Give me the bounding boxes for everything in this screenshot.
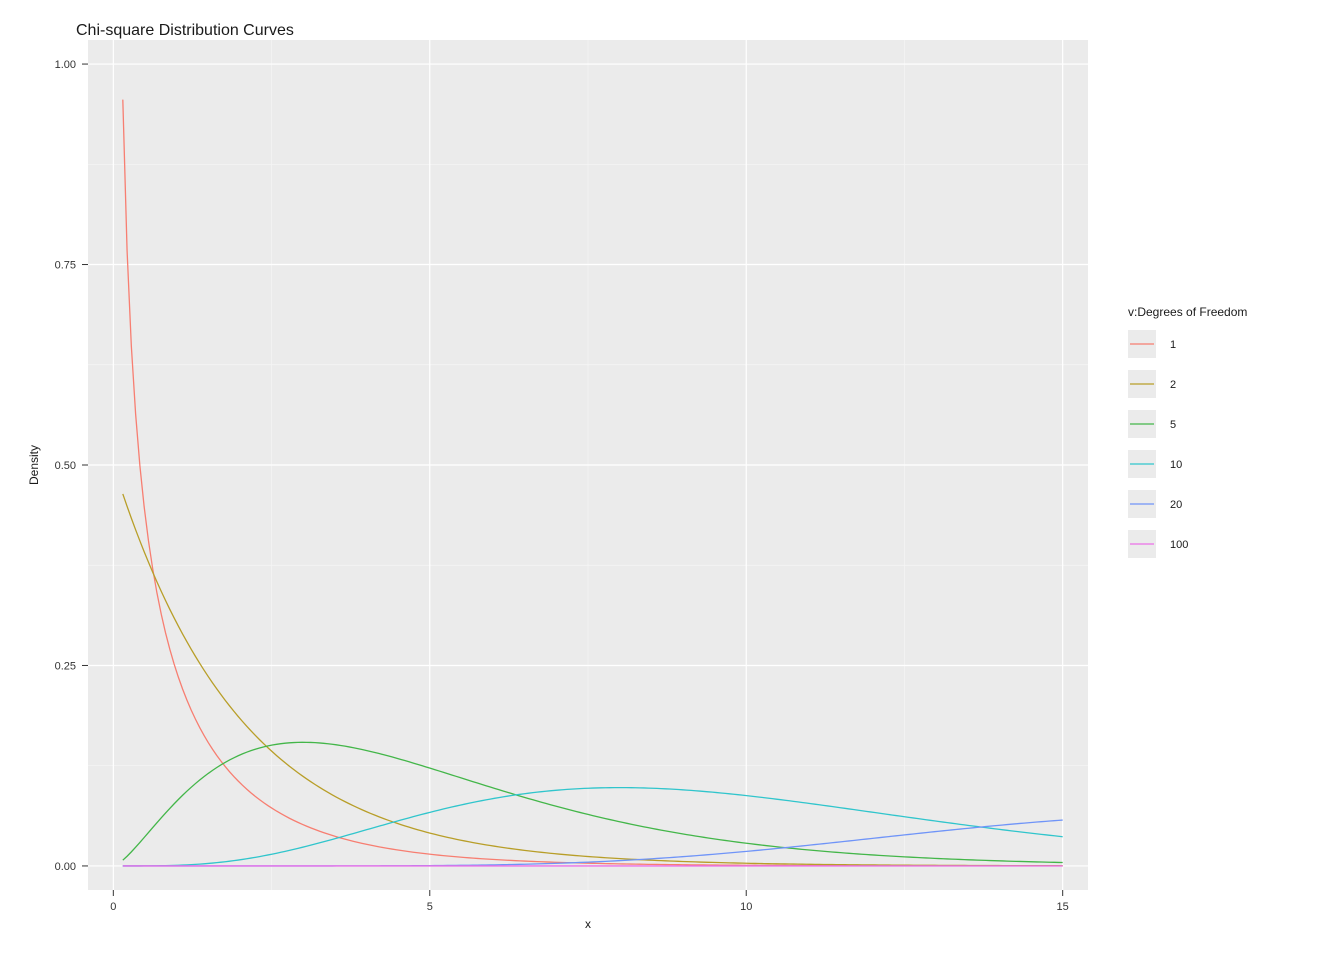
- y-tick-label: 0.25: [55, 660, 76, 672]
- x-tick-label: 10: [740, 901, 752, 913]
- x-axis-label: x: [585, 917, 591, 931]
- legend-label: 100: [1170, 539, 1188, 551]
- legend-title: v:Degrees of Freedom: [1128, 305, 1247, 319]
- x-tick-label: 15: [1057, 901, 1069, 913]
- x-tick-label: 5: [427, 901, 433, 913]
- legend-label: 20: [1170, 499, 1182, 511]
- legend-label: 2: [1170, 379, 1176, 391]
- chart-title: Chi-square Distribution Curves: [76, 22, 294, 40]
- chi-square-chart: 0510150.000.250.500.751.00xDensityv:Degr…: [0, 0, 1344, 960]
- legend-label: 10: [1170, 459, 1182, 471]
- legend-label: 5: [1170, 419, 1176, 431]
- y-tick-label: 1.00: [55, 59, 76, 71]
- legend-label: 1: [1170, 339, 1176, 351]
- y-axis-label: Density: [27, 445, 41, 485]
- x-tick-label: 0: [110, 901, 116, 913]
- y-tick-label: 0.50: [55, 460, 76, 472]
- y-tick-label: 0.75: [55, 260, 76, 272]
- y-tick-label: 0.00: [55, 861, 76, 873]
